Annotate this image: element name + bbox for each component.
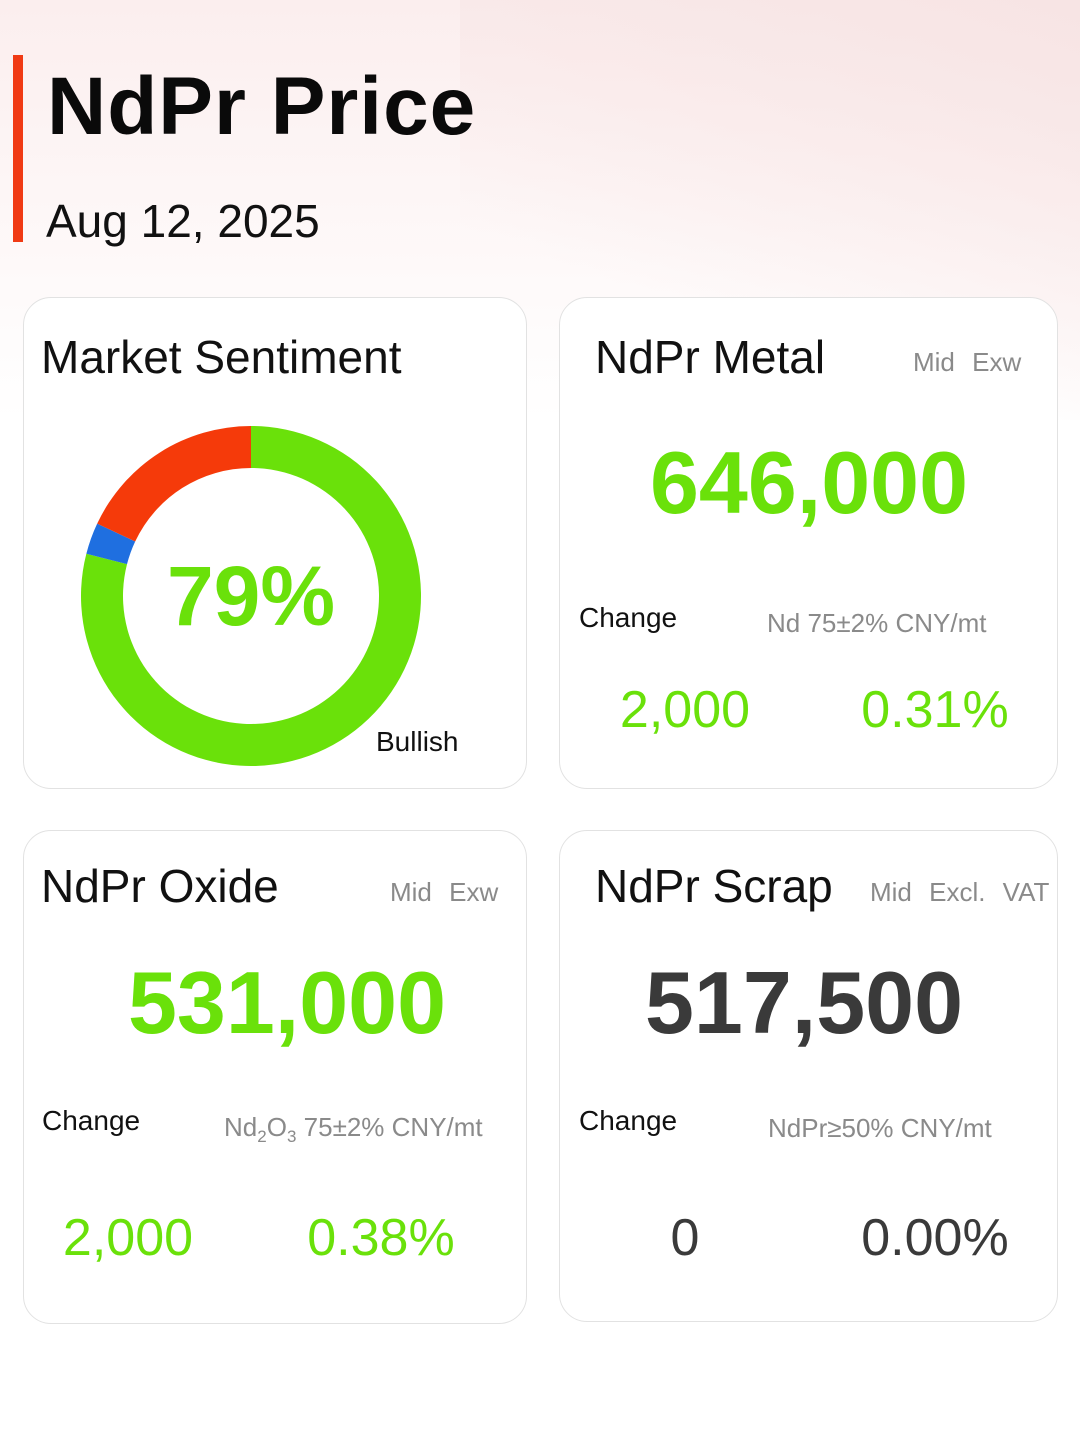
ndpr-oxide-meta: Mid Exw xyxy=(390,877,499,907)
ndpr-scrap-title: NdPr Scrap xyxy=(595,860,833,912)
title-accent-bar xyxy=(13,55,23,242)
ndpr-oxide-spec-sub1: 2 xyxy=(257,1127,267,1146)
ndpr-oxide-spec-nd: Nd xyxy=(224,1112,258,1142)
sentiment-donut-chart: 79% xyxy=(80,425,422,767)
ndpr-metal-meta: Mid Exw xyxy=(913,347,1022,377)
ndpr-metal-spec: Nd 75±2% CNY/mt xyxy=(767,608,987,638)
ndpr-oxide-spec: Nd2O3 75±2% CNY/mt xyxy=(224,1112,483,1147)
report-date: Aug 12, 2025 xyxy=(46,195,320,247)
ndpr-oxide-price: 531,000 xyxy=(127,953,447,1052)
ndpr-metal-change-pct: 0.31% xyxy=(861,681,1009,739)
ndpr-metal-change-label: Change xyxy=(579,602,678,633)
ndpr-oxide-change-pct: 0.38% xyxy=(307,1209,455,1267)
ndpr-oxide-change-label: Change xyxy=(42,1105,141,1136)
sentiment-donut-svg xyxy=(80,426,421,766)
ndpr-scrap-meta: Mid Excl. VAT xyxy=(870,877,1050,907)
ndpr-metal-card xyxy=(559,297,1058,789)
ndpr-scrap-spec: NdPr≥50% CNY/mt xyxy=(768,1113,992,1143)
ndpr-oxide-spec-sub2: 3 xyxy=(286,1127,297,1146)
page-title: NdPr Price xyxy=(47,61,477,152)
ndpr-oxide-change-abs: 2,000 xyxy=(62,1209,194,1267)
ndpr-scrap-change-pct: 0.00% xyxy=(861,1209,1009,1267)
ndpr-metal-price: 646,000 xyxy=(649,433,969,532)
bullish-label: Bullish xyxy=(376,726,459,757)
ndpr-oxide-spec-o: O xyxy=(266,1112,287,1142)
ndpr-scrap-price: 517,500 xyxy=(644,953,964,1052)
donut-segment-bearish xyxy=(97,426,251,542)
ndpr-oxide-card xyxy=(23,830,527,1324)
ndpr-metal-title: NdPr Metal xyxy=(595,331,826,383)
ndpr-scrap-change-abs: 0 xyxy=(670,1209,700,1267)
sentiment-percent-label: 79% xyxy=(166,548,336,643)
ndpr-oxide-title: NdPr Oxide xyxy=(41,860,279,912)
ndpr-metal-change-abs: 2,000 xyxy=(619,681,751,739)
market-sentiment-title: Market Sentiment xyxy=(41,331,402,383)
donut-segment-neutral xyxy=(86,523,136,565)
ndpr-oxide-spec-rest: 75±2% CNY/mt xyxy=(296,1112,483,1142)
ndpr-scrap-change-label: Change xyxy=(579,1105,678,1136)
ndpr-scrap-card xyxy=(559,830,1058,1322)
